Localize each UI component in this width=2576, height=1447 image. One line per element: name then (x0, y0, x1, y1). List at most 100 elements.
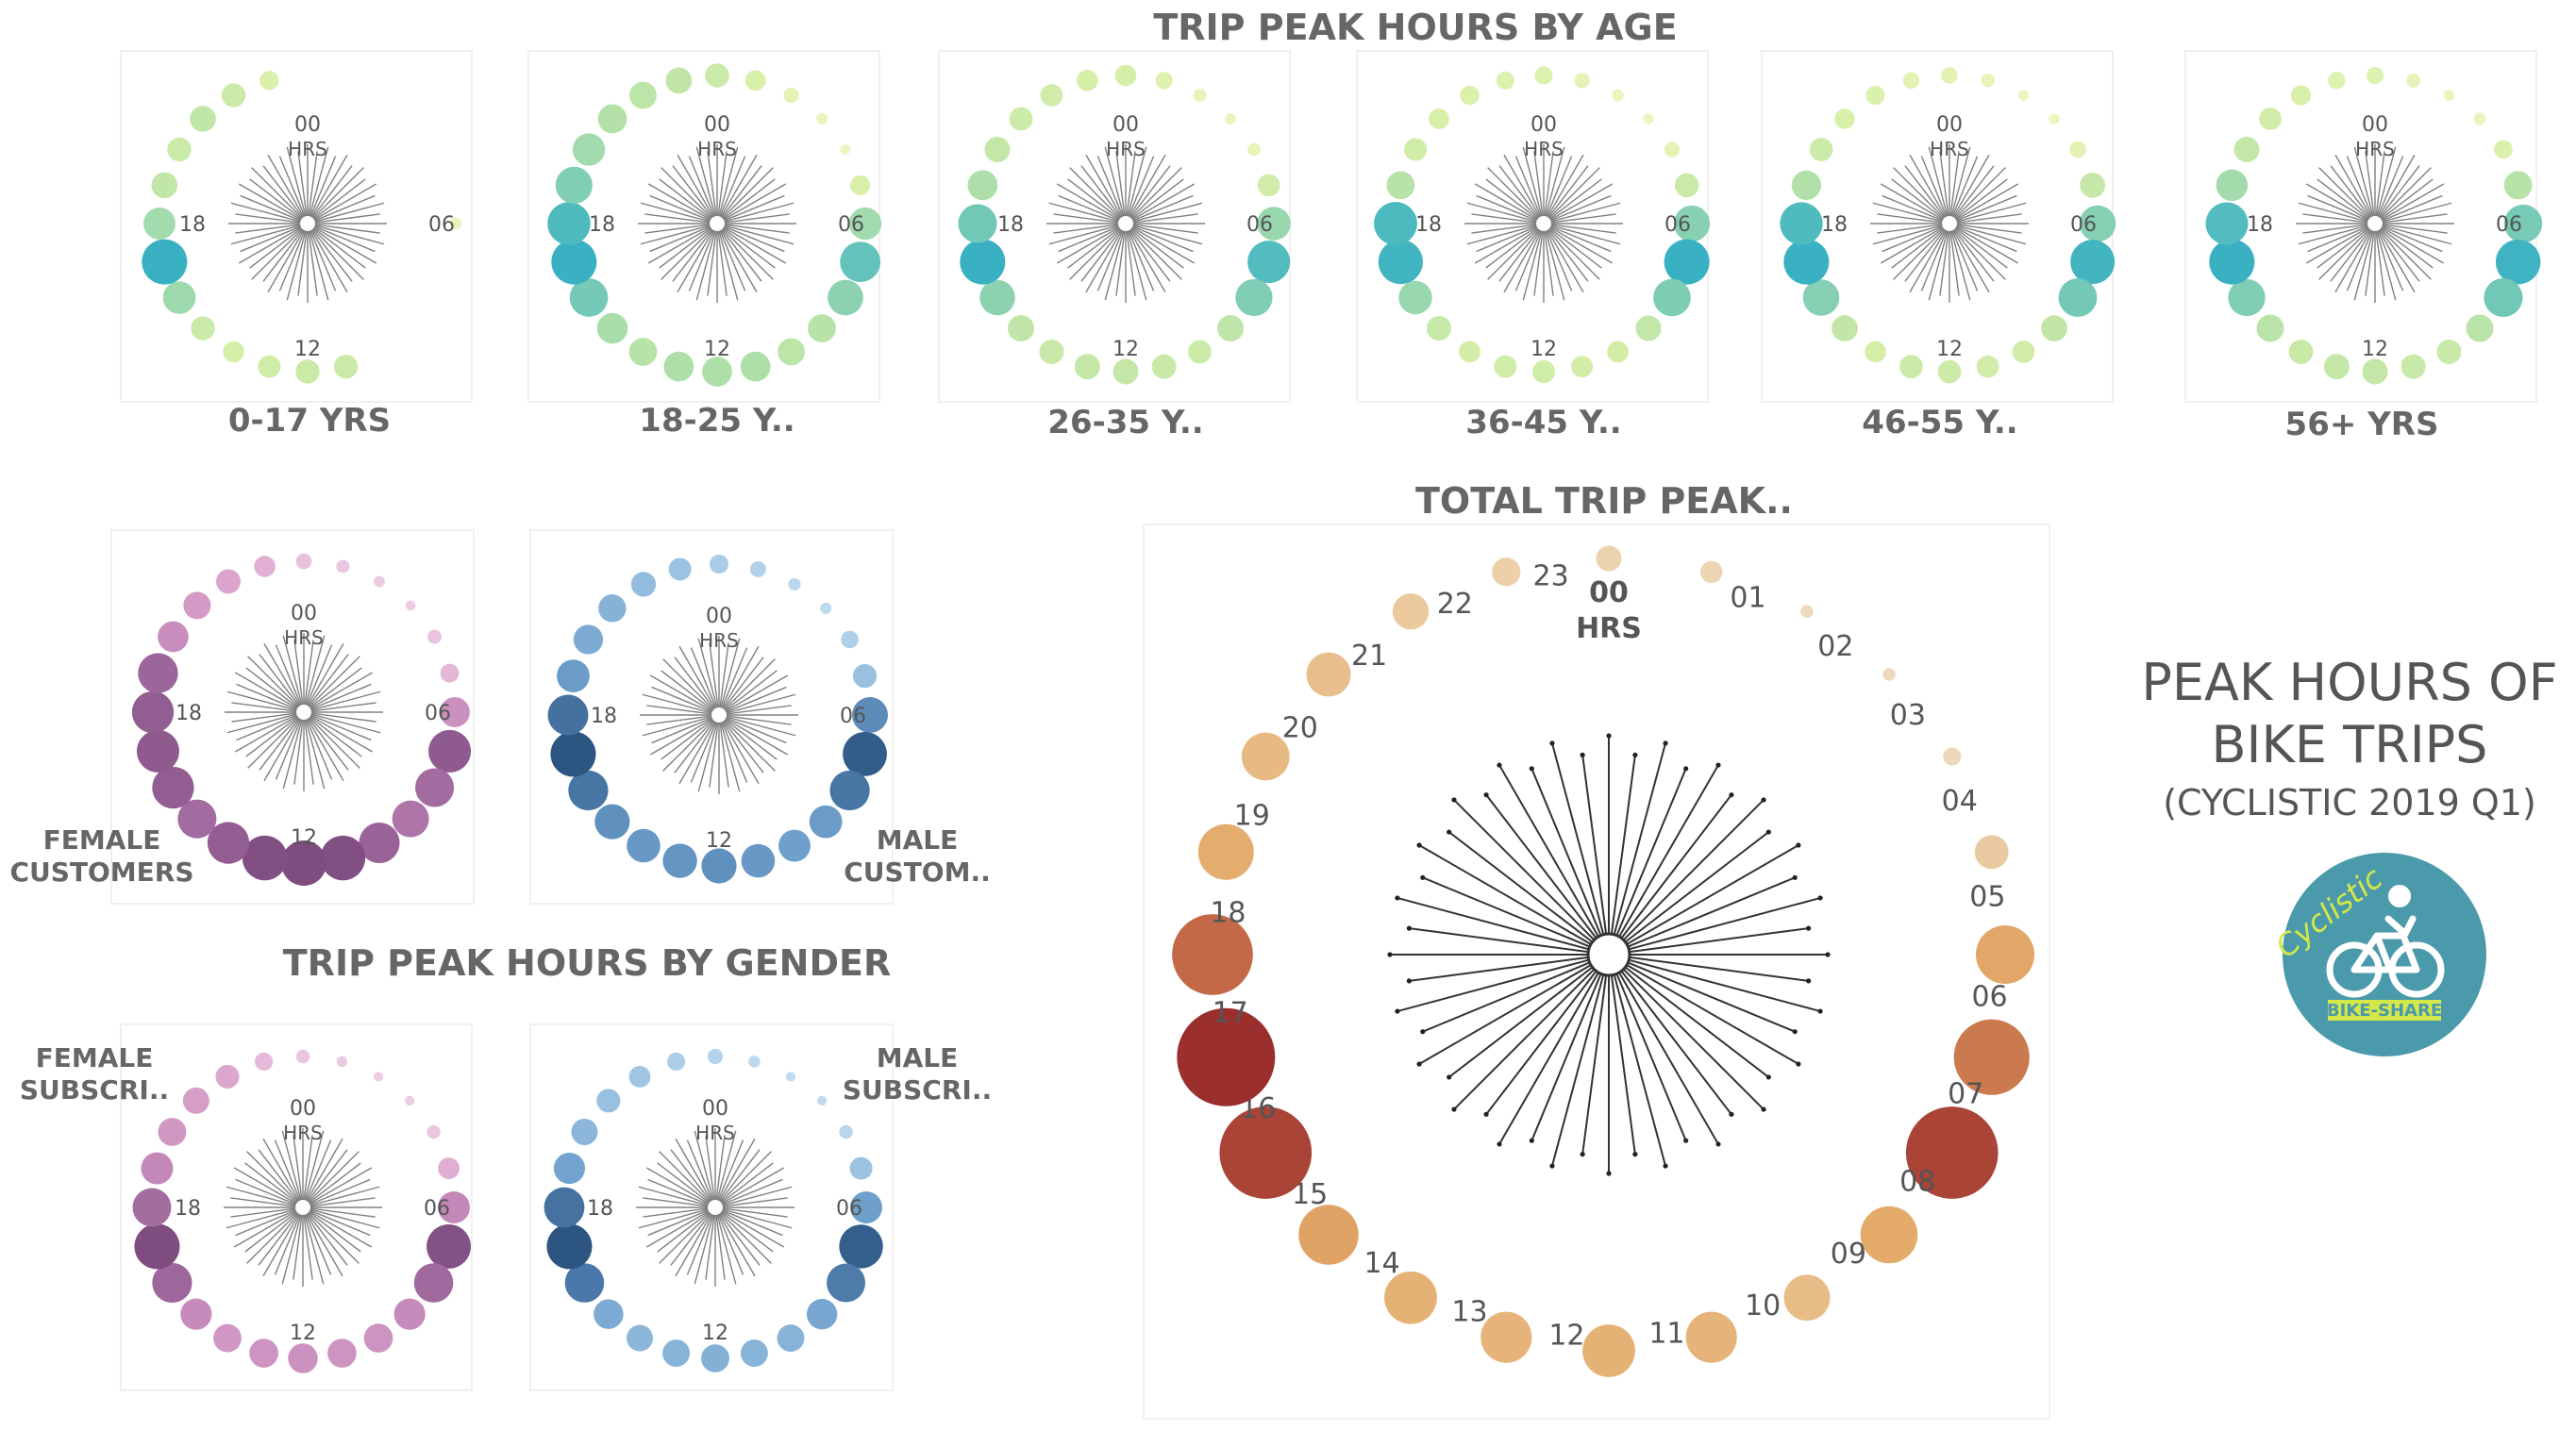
hour-bubble-07 (427, 1223, 471, 1269)
hour-bubble-02 (785, 1072, 796, 1082)
spoke-line (1048, 202, 1118, 223)
hour-bubble-09 (393, 1298, 426, 1330)
spoke-line (675, 1214, 712, 1277)
spoke-end-dot (1395, 895, 1400, 901)
spoke-line (231, 702, 296, 712)
hour-bubble-17 (136, 729, 179, 773)
spoke-line (720, 638, 741, 707)
spoke-line (1476, 225, 1536, 253)
hour-bubble-15 (594, 804, 630, 840)
hour-tick-label: HRS (284, 626, 324, 649)
hour-tick-label: 09 (1831, 1238, 1866, 1271)
hour-bubble-06 (440, 697, 470, 727)
hour-bubble-01 (744, 70, 766, 91)
chart-title: 0-17 YRS (228, 402, 391, 440)
hour-bubble-02 (783, 87, 799, 104)
spoke-line (2318, 228, 2370, 280)
hour-bubble-16 (569, 278, 609, 317)
spoke-line (1069, 228, 1121, 280)
spoke-line (1130, 228, 1182, 280)
hour-bubble-01 (336, 559, 350, 574)
spoke-line (1533, 151, 1544, 216)
spoke-line (718, 146, 739, 216)
spoke-line (1422, 876, 1591, 948)
spoke-line (1581, 974, 1608, 1155)
spoke-line (282, 720, 303, 790)
hour-bubble-01 (336, 1056, 348, 1068)
spoke-line (716, 1130, 737, 1200)
hour-bubble-14 (626, 1324, 654, 1352)
hour-tick-label: 23 (1532, 560, 1568, 593)
spoke-line (1546, 156, 1573, 216)
spoke-line (1882, 194, 1942, 222)
hour-bubble-07 (2495, 239, 2541, 285)
spoke-line (677, 230, 714, 293)
spoke-line (725, 213, 790, 224)
hour-bubble-10 (777, 1324, 805, 1353)
hour-bubble-12 (2362, 358, 2388, 385)
spoke-line (1474, 183, 1537, 221)
spoke-line (662, 720, 714, 772)
spoke-line (709, 723, 719, 788)
spoke-line (1545, 146, 1565, 216)
hour-bubble-19 (2216, 169, 2249, 202)
spoke-line (1920, 231, 1948, 291)
hour-bubble-20 (158, 1118, 187, 1146)
spoke-end-dot (1529, 1138, 1534, 1143)
spoke-line (1096, 231, 1124, 291)
hour-bubble-11 (1685, 1311, 1737, 1363)
spoke-end-dot (1683, 1138, 1689, 1143)
spoke-line (312, 167, 364, 219)
spoke-line (1551, 213, 1616, 224)
chart-title: SUBSCRI.. (843, 1074, 992, 1106)
hour-bubble-01 (1155, 72, 1173, 90)
spoke-line (315, 225, 376, 253)
spoke-line (1950, 231, 1971, 301)
spoke-line (1551, 194, 1612, 222)
spoke-end-dot (1416, 842, 1422, 848)
spoke-line (719, 231, 746, 291)
bicycle-icon (2326, 915, 2445, 998)
spoke-line (1485, 794, 1597, 940)
spoke-line (697, 638, 718, 707)
spoke-line (1418, 964, 1592, 1065)
spoke-line (727, 705, 792, 715)
hour-bubble-10 (2012, 341, 2035, 363)
spoke-line (719, 156, 746, 216)
spoke-line (659, 1212, 711, 1264)
hour-bubble-16 (568, 770, 609, 811)
hour-bubble-16 (152, 1262, 192, 1304)
spoke-line (1531, 973, 1602, 1141)
hour-tick-label: 06 (428, 213, 455, 237)
spoke-line (715, 1215, 726, 1280)
hour-tick-label: 10 (1745, 1289, 1781, 1322)
spoke-line (305, 1139, 332, 1200)
hour-bubble-13 (1899, 355, 1923, 379)
chart-panel-frame (120, 50, 473, 403)
spoke-line (723, 227, 776, 269)
spoke-line (312, 228, 364, 280)
spoke-line (1453, 799, 1596, 941)
spoke-line (647, 1209, 708, 1237)
spoke-line (721, 229, 762, 282)
hour-bubble-19 (1197, 823, 1254, 880)
spoke-end-dot (1806, 925, 1812, 931)
spoke-line (308, 654, 349, 707)
spoke-line (2318, 167, 2370, 219)
hour-tick-label: 01 (1730, 582, 1765, 615)
hour-tick-label: HRS (695, 1122, 735, 1144)
spoke-line (235, 213, 300, 224)
spoke-line (1891, 178, 1944, 220)
spoke-line (303, 1135, 313, 1200)
spoke-line (690, 723, 717, 783)
spoke-line (1058, 194, 1118, 222)
spoke-line (707, 231, 717, 296)
hour-bubble-18 (143, 208, 176, 240)
hour-bubble-20 (1241, 732, 1290, 781)
spoke-line (278, 231, 306, 291)
hour-tick-label: 06 (2496, 213, 2522, 237)
hour-bubble-11 (333, 354, 359, 379)
hour-bubble-13 (242, 835, 288, 881)
hour-tick-label: HRS (1524, 138, 1564, 160)
